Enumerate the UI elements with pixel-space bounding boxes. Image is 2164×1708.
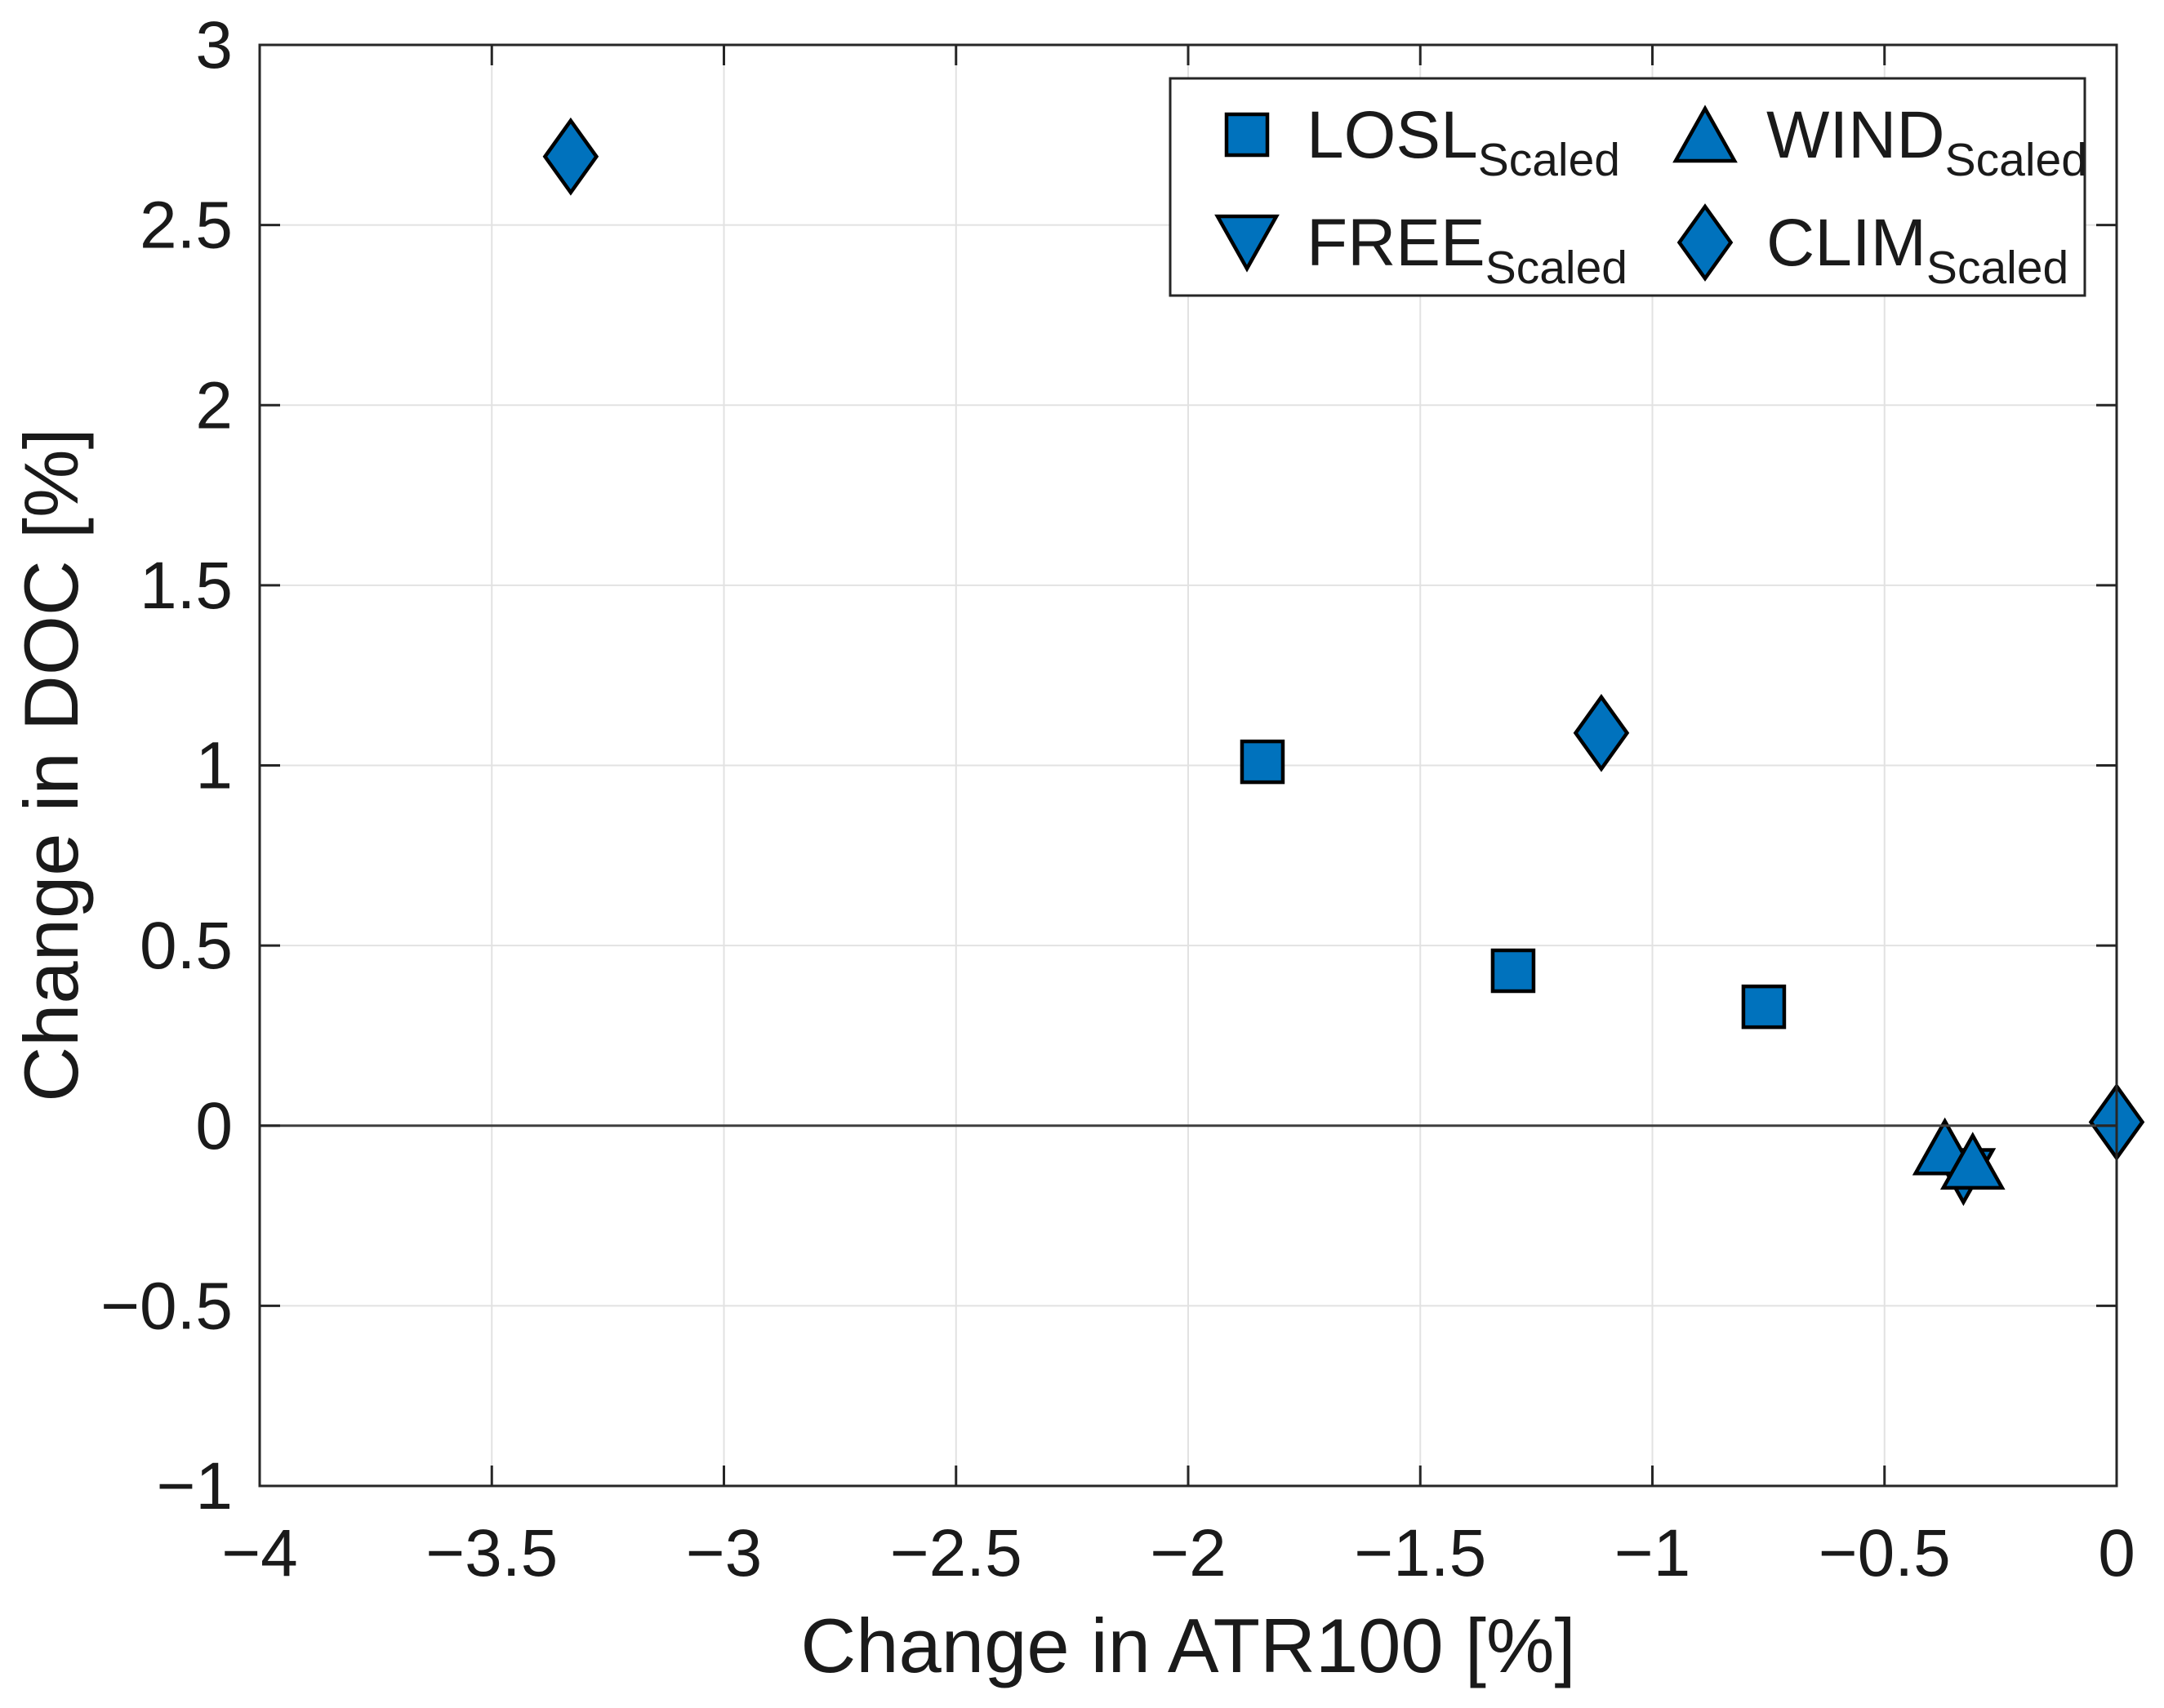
y-tick-label: 1 xyxy=(195,729,233,803)
marker-diamond-clim xyxy=(1573,693,1630,772)
x-tick-label: −2.5 xyxy=(890,1516,1022,1590)
y-tick-label: 1.5 xyxy=(140,549,233,623)
y-tick-label: 3 xyxy=(195,8,233,82)
legend-box xyxy=(1169,77,2086,297)
marker-diamond-clim xyxy=(542,117,599,196)
x-tick-label: −0.5 xyxy=(1819,1516,1951,1590)
y-axis-label: Change in DOC [%] xyxy=(8,428,94,1101)
y-tick-label: 0.5 xyxy=(140,909,233,983)
legend-label-losl: LOSLScaled xyxy=(1307,98,1620,186)
x-tick-label: −1.5 xyxy=(1354,1516,1486,1590)
marker-layer xyxy=(542,117,2145,1207)
axes-box-layer xyxy=(258,43,2118,1488)
y-tick-label: −0.5 xyxy=(100,1269,233,1343)
x-axis-label: Change in ATR100 [%] xyxy=(800,1603,1575,1688)
marker-triangle-up-wind-legend xyxy=(1672,105,1738,163)
marker-triangle-up-wind xyxy=(1939,1132,2006,1190)
x-tick-label: −3 xyxy=(686,1516,763,1590)
tick-label-layer: −4 −3.5 −3 −2.5 −2 −1.5 −1 −0.5 0 −1 −0.5 0 0.5 1 1.5 2… xyxy=(100,8,2135,1590)
y-tick-label: 2 xyxy=(195,368,233,443)
legend-label-wind: WINDScaled xyxy=(1766,98,2087,186)
y-tick-label: 2.5 xyxy=(140,189,233,263)
marker-square-losl xyxy=(1240,739,1285,785)
x-tick-label: −2 xyxy=(1150,1516,1227,1590)
legend-label-clim: CLIMScaled xyxy=(1766,206,2068,294)
y-tick-label: 0 xyxy=(195,1089,233,1163)
marker-diamond-clim-legend xyxy=(1676,203,1734,282)
marker-triangle-down-free-legend xyxy=(1214,214,1280,273)
marker-square-losl xyxy=(1490,948,1536,994)
marker-square-losl-legend xyxy=(1224,112,1270,158)
x-tick-label: −3.5 xyxy=(425,1516,558,1590)
y-tick-label: −1 xyxy=(157,1449,234,1523)
x-tick-label: −1 xyxy=(1614,1516,1691,1590)
x-tick-label: 0 xyxy=(2098,1516,2135,1590)
x-tick-label: −4 xyxy=(221,1516,298,1590)
marker-square-losl xyxy=(1741,984,1787,1030)
